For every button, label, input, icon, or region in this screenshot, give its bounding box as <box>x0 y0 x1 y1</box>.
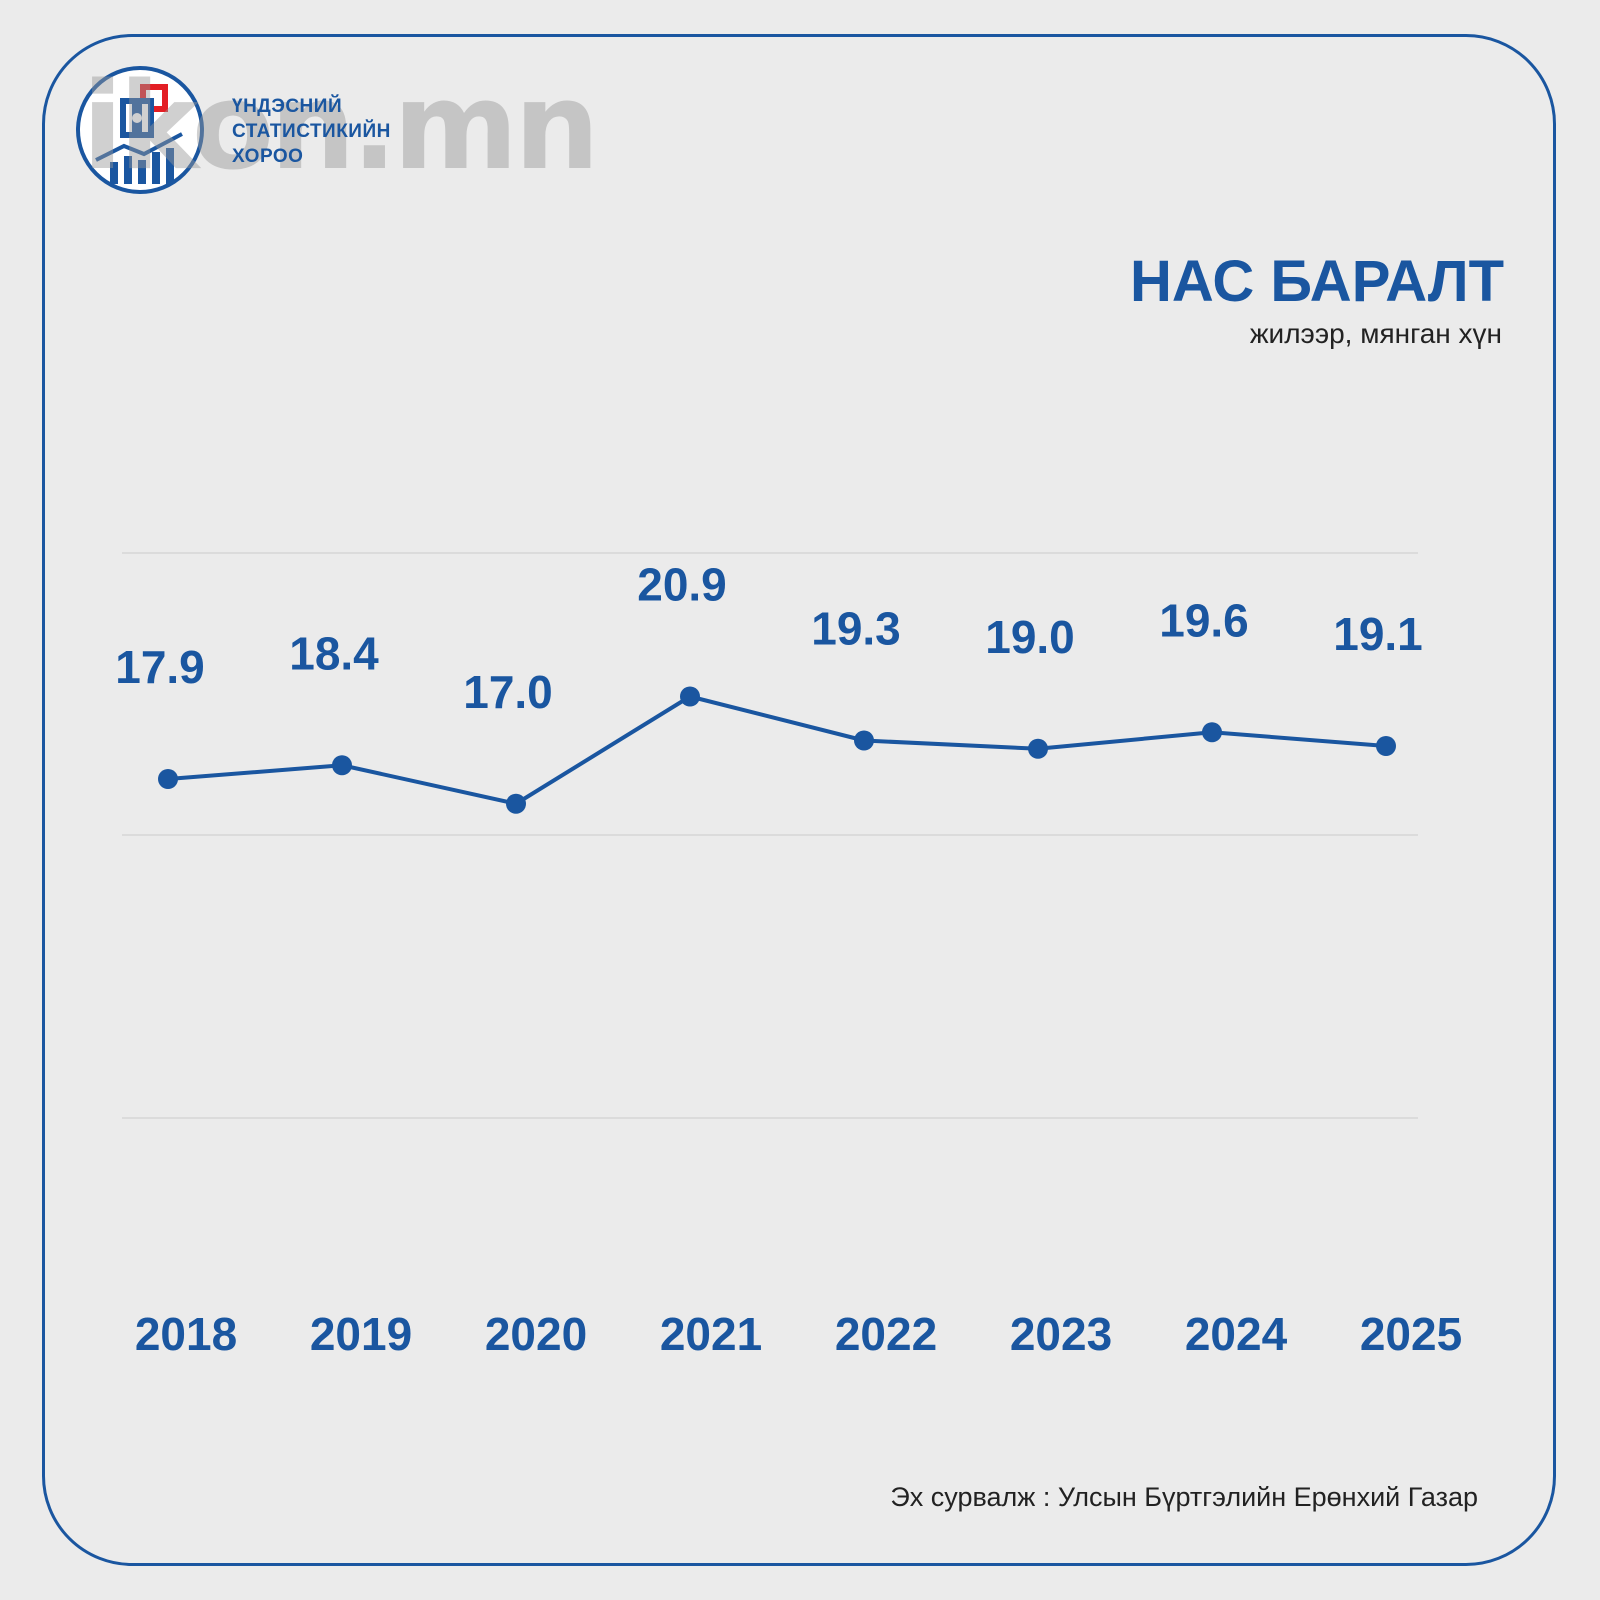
x-tick-label-2018: 2018 <box>135 1308 237 1360</box>
watermark-text: ikon.mn <box>82 58 600 197</box>
data-point-2021 <box>680 686 700 707</box>
series-line <box>167 694 1387 806</box>
data-label-2022: 19.3 <box>811 603 901 655</box>
logo-line-3: ХОРОО <box>232 146 304 167</box>
data-label-2024: 19.6 <box>1159 594 1249 646</box>
data-point-2023 <box>1028 738 1048 759</box>
logo-line-1: ҮНДЭСНИЙ <box>232 96 343 117</box>
source-note: Эх сурвалж : Улсын Бүртгэлийн Ерөнхий Га… <box>890 1482 1478 1512</box>
card-frame <box>42 34 1556 1566</box>
data-label-2018: 17.9 <box>115 641 205 693</box>
data-point-2018 <box>158 769 178 789</box>
x-tick-label-2024: 2024 <box>1185 1308 1288 1360</box>
data-label-2019: 18.4 <box>289 627 379 679</box>
x-tick-label-2019: 2019 <box>310 1308 412 1360</box>
data-point-2025 <box>1376 736 1396 756</box>
x-tick-label-2021: 2021 <box>660 1308 762 1360</box>
chart-title: НАС БАРАЛТ <box>1130 249 1504 314</box>
chart-subtitle: жилээр, мянган хүн <box>1249 318 1502 349</box>
x-tick-label-2023: 2023 <box>1010 1308 1112 1360</box>
data-label-2023: 19.0 <box>985 611 1075 663</box>
x-tick-label-2022: 2022 <box>835 1308 937 1360</box>
chart-grid <box>122 552 1418 1119</box>
x-tick-label-2025: 2025 <box>1360 1308 1462 1360</box>
logo-line-2: СТАТИСТИКИЙН <box>232 121 391 142</box>
data-label-2020: 17.0 <box>463 666 553 718</box>
x-tick-label-2020: 2020 <box>485 1308 587 1360</box>
chart-x-axis: 2018 2019 2020 2021 2022 2023 2024 2025 <box>135 1308 1462 1360</box>
data-point-2020 <box>506 793 526 814</box>
data-point-2019 <box>332 755 352 776</box>
data-label-2025: 19.1 <box>1333 608 1423 660</box>
chart-series <box>158 686 1396 814</box>
nso-emblem-icon <box>76 66 204 194</box>
data-point-2024 <box>1202 722 1222 743</box>
data-point-2022 <box>854 730 874 751</box>
nso-logo: ikon.mn ҮНДЭСНИЙ СТАТИСТИКИЙН ХОРОО <box>74 58 600 197</box>
logo-text: ҮНДЭСНИЙ СТАТИСТИКИЙН ХОРОО <box>232 94 391 169</box>
data-label-2021: 20.9 <box>637 559 727 611</box>
chart-data-labels: 17.9 18.4 17.0 20.9 19.3 19.0 19.6 19.1 <box>115 559 1423 718</box>
